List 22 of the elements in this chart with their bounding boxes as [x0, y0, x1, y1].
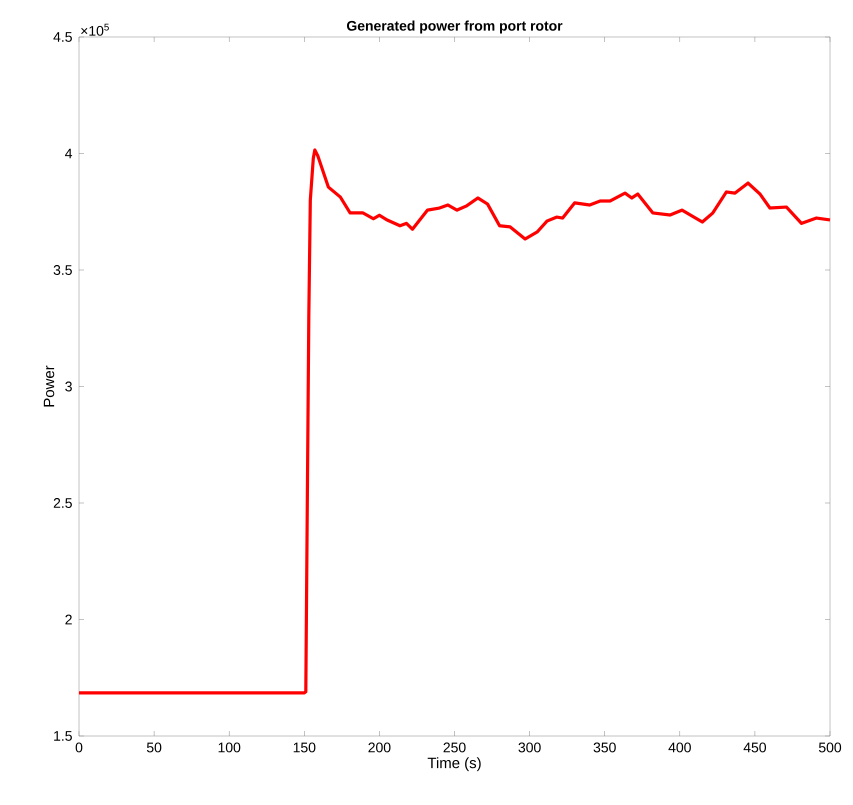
- y-tick-label: 3.5: [54, 265, 72, 275]
- x-tick-label: 250: [444, 742, 466, 752]
- x-tick-label: 300: [518, 742, 541, 752]
- x-tick-label: 500: [818, 742, 842, 752]
- y-tick-label: 1.5: [54, 731, 72, 741]
- x-axis-title: Time (s): [428, 757, 481, 772]
- y-axis-title: Power: [44, 366, 54, 406]
- x-tick-label: 150: [294, 742, 316, 752]
- y-tick-label: 2: [65, 614, 72, 624]
- x-tick-label: 400: [668, 742, 691, 752]
- text: ×10$^{5}$: [81, 24, 109, 36]
- x-tick-label: 350: [594, 742, 616, 752]
- x-tick-label: 0: [76, 742, 82, 752]
- y-tick-label: 3: [65, 382, 72, 392]
- x-tick-label: 50: [146, 742, 162, 752]
- x-tick-label: 450: [744, 742, 766, 752]
- x-tick-label: 200: [368, 742, 390, 752]
- chart-title: Generated power from port rotor: [346, 20, 562, 34]
- x-tick-label: 100: [218, 742, 240, 752]
- y-tick-label: 2.5: [54, 498, 72, 508]
- y-tick-label: 4.5: [53, 32, 72, 42]
- y-tick-label: 4: [65, 148, 72, 158]
